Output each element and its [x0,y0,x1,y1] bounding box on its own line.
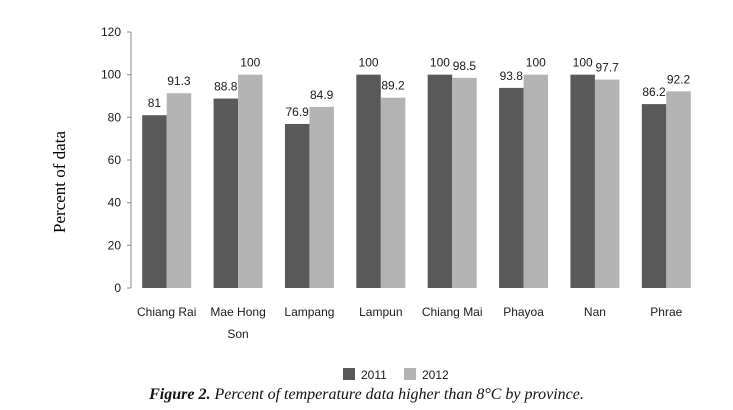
bar-2011 [356,74,381,289]
data-label: 100 [430,56,450,70]
bar-2012 [238,74,263,289]
bar-2011 [142,115,167,288]
data-label: 100 [526,56,546,70]
bar-2011 [641,104,667,289]
bar-2012 [452,77,477,288]
data-label: 91.3 [167,74,191,88]
bar-2011 [213,98,239,288]
bar-2012 [166,93,192,288]
category-label: Mae Hong [210,305,265,319]
data-label: 93.8 [500,69,524,83]
y-tick-label: 100 [101,68,121,82]
figure-caption-label: Figure 2. [149,386,211,403]
category-label: Son [227,327,248,341]
data-label: 92.2 [667,72,691,86]
y-tick-label: 0 [114,281,121,295]
data-label: 86.2 [642,85,666,99]
figure-caption: Figure 2. Percent of temperature data hi… [0,386,733,404]
y-tick-label: 60 [108,153,122,167]
y-tick-label: 20 [108,238,122,252]
data-label: 98.5 [453,59,477,73]
y-axis-label: Percent of data [50,131,69,233]
bar-2012 [523,74,549,289]
category-label: Nan [584,305,606,319]
data-label: 100 [359,56,379,70]
category-label: Phayoa [503,305,544,319]
figure-caption-text: Percent of temperature data higher than … [210,386,584,403]
bar-2011 [499,87,524,288]
bar-2011 [570,74,595,289]
bar-2012 [380,97,406,288]
data-label: 76.9 [286,105,310,119]
data-label: 84.9 [310,88,334,102]
bar-2012 [309,106,334,288]
data-label: 97.7 [596,61,620,75]
data-label: 100 [573,56,593,70]
legend-label: 2011 [361,368,387,382]
category-label: Chiang Rai [137,305,196,319]
category-label: Lampang [284,305,334,319]
bar-2012 [594,79,620,288]
legend-swatch-2012 [404,368,416,380]
data-label: 89.2 [381,79,405,93]
data-label: 88.8 [214,80,238,94]
bar-2012 [666,91,691,288]
category-label: Phrae [650,305,682,319]
bar-2011 [284,123,310,289]
y-tick-label: 120 [101,25,121,39]
data-label: 81 [148,96,162,110]
data-label: 100 [240,56,260,70]
y-tick-label: 40 [108,196,122,210]
y-tick-label: 80 [108,110,122,124]
legend-swatch-2011 [343,368,355,380]
legend-label: 2012 [422,368,449,382]
bar-2011 [427,74,453,289]
category-label: Lampun [359,305,402,319]
category-label: Chiang Mai [422,305,483,319]
